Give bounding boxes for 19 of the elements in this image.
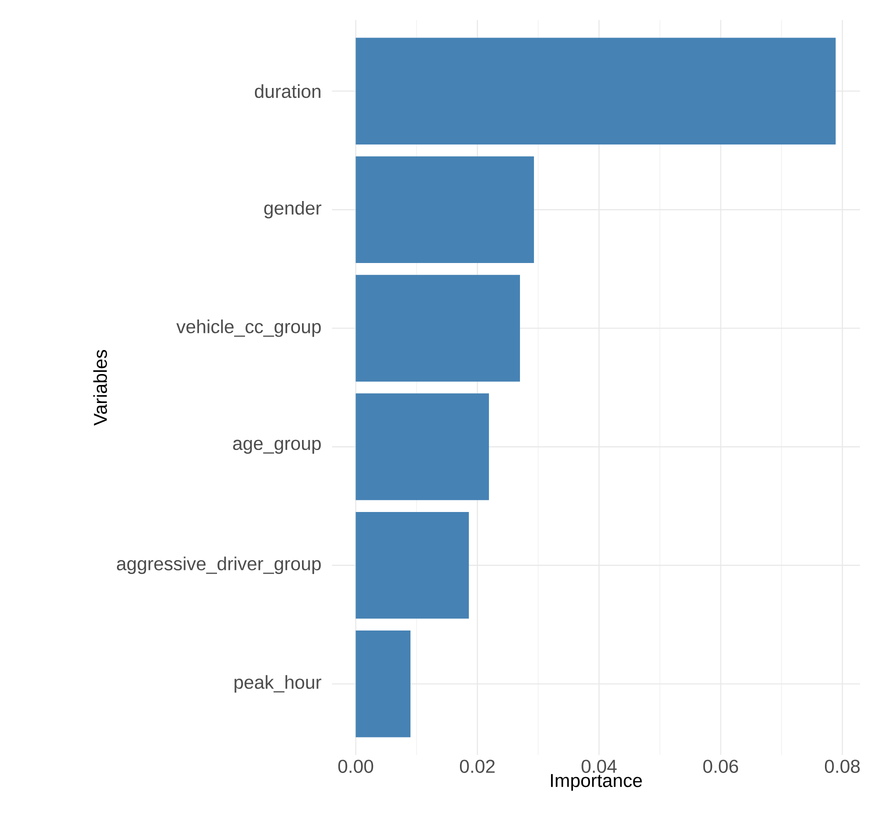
- x-axis-title: Importance: [551, 774, 642, 791]
- y-tick-label: peak_hour: [234, 675, 322, 693]
- bar: [356, 38, 836, 144]
- x-tick-label: 0.08: [824, 760, 860, 773]
- y-tick-label: vehicle_cc_group: [176, 320, 321, 337]
- bar: [356, 630, 410, 738]
- bar: [356, 512, 469, 619]
- x-tick-label: 0.02: [460, 760, 495, 773]
- x-tick-label: 0.00: [338, 760, 374, 773]
- bar: [356, 156, 534, 264]
- x-tick-label: 0.04: [582, 760, 617, 773]
- y-axis-title: Variables: [93, 350, 107, 426]
- y-tick-label: duration: [254, 84, 320, 98]
- y-tick-label: gender: [264, 200, 322, 218]
- y-tick-label: aggressive_driver_group: [116, 556, 321, 574]
- bar: [356, 274, 520, 382]
- y-tick-label: age_group: [233, 440, 321, 454]
- x-tick-label: 0.06: [703, 760, 738, 773]
- bar: [356, 393, 489, 500]
